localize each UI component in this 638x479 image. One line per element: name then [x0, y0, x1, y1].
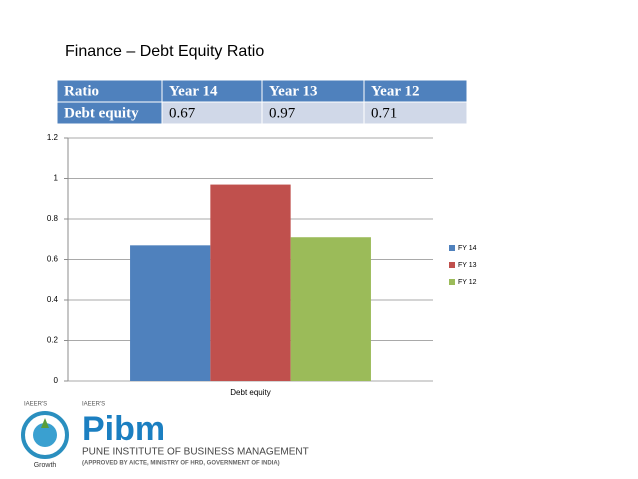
logo-growth: Growth — [34, 462, 57, 469]
legend-label: FY 12 — [458, 279, 477, 286]
table-text: 0.67 — [169, 105, 196, 121]
table-text: Year 14 — [169, 83, 218, 99]
y-tick-label: 0.8 — [47, 214, 59, 223]
table-text: 0.97 — [269, 105, 296, 121]
logo-leaf — [41, 418, 49, 428]
legend-label: FY 13 — [458, 262, 477, 269]
chart: 0 0.2 0.4 0.6 0.8 1 1.2 Debt equity FY 14 FY 13 FY… — [47, 133, 477, 397]
slide-title: Finance – Debt Equity Ratio — [65, 43, 264, 60]
logo-name: PUNE INSTITUTE OF BUSINESS MANAGEMENT — [82, 447, 309, 458]
legend-swatch — [449, 279, 455, 285]
logo-caption: IAEER'S — [82, 402, 105, 408]
logo: IAEER'S IAEER'S Growth Pibm PUNE INSTITU… — [21, 402, 309, 469]
logo-caption: IAEER'S — [24, 402, 47, 408]
x-tick-label: Debt equity — [230, 388, 270, 397]
logo-brand: Pibm — [82, 410, 165, 448]
y-tick-label: 0.2 — [47, 336, 59, 345]
y-tick-label: 1 — [54, 174, 59, 183]
table: Ratio Year 14 Year 13 Year 12 Debt equity 0.6… — [56, 79, 468, 125]
y-tick-label: 0 — [54, 376, 59, 385]
legend-swatch — [449, 245, 455, 251]
table-text: 0.71 — [371, 105, 397, 121]
table-text: Year 13 — [269, 83, 317, 99]
legend-label: FY 14 — [458, 245, 477, 252]
table-text: Ratio — [64, 83, 99, 99]
y-tick-label: 0.6 — [47, 255, 59, 264]
bar — [290, 237, 371, 381]
logo-core — [33, 423, 57, 447]
y-tick-label: 1.2 — [47, 133, 59, 142]
table-cell — [363, 101, 468, 125]
table-text: Year 12 — [371, 83, 419, 99]
logo-approval: (APPROVED BY AICTE, MINISTRY OF HRD, GOV… — [82, 461, 280, 467]
bar — [210, 184, 291, 381]
legend-swatch — [449, 262, 455, 268]
y-tick-label: 0.4 — [47, 295, 59, 304]
table-text: Debt equity — [64, 105, 139, 121]
bar — [130, 245, 211, 381]
logo-ring — [21, 411, 69, 459]
